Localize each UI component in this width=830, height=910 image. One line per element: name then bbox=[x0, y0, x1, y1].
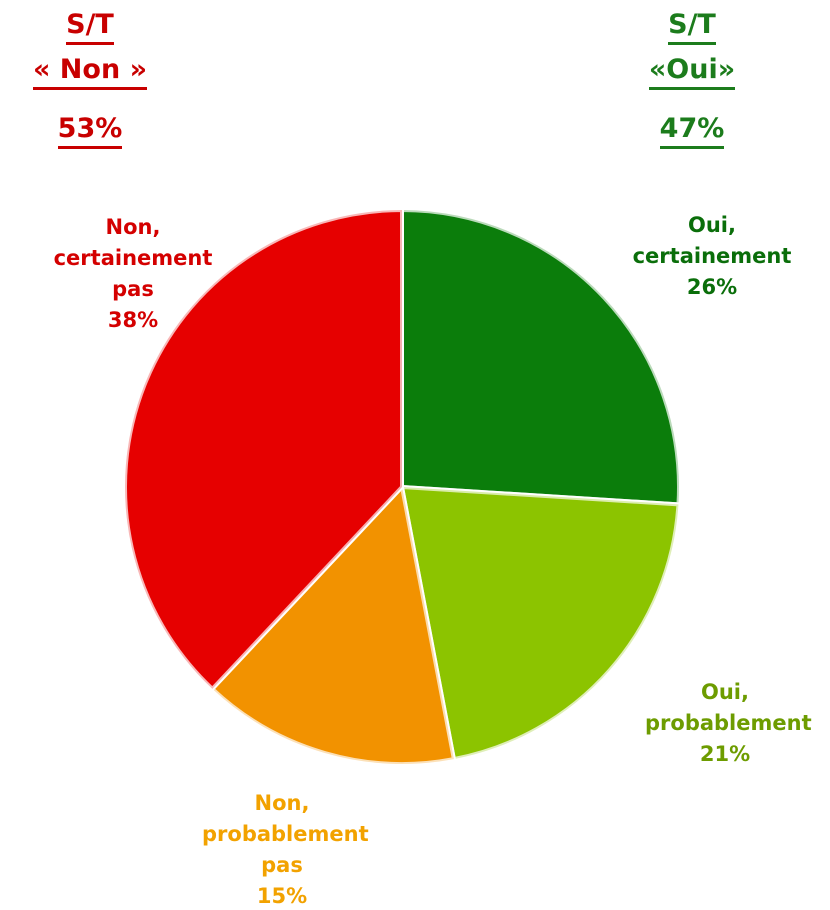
subtotal-title: S/T bbox=[66, 8, 114, 45]
value-label: 21% bbox=[699, 742, 751, 766]
category-label: Oui, certainement bbox=[632, 213, 792, 268]
value-label: 15% bbox=[256, 884, 308, 908]
category-label: Oui, probablement bbox=[645, 680, 812, 735]
slice-label: Non, certainement pas 38% bbox=[38, 212, 228, 336]
subtotal: S/T « Non » 53% bbox=[0, 8, 180, 157]
slice-label: Non, probablement pas 15% bbox=[187, 788, 377, 910]
subtotal-label: « Non » bbox=[32, 53, 148, 90]
slice-shade bbox=[402, 210, 680, 505]
subtotal-value: 53% bbox=[57, 112, 123, 149]
slice-shade bbox=[212, 487, 454, 764]
slice-shade bbox=[402, 487, 679, 760]
slice-shade bbox=[125, 209, 403, 689]
category-label: Non, probablement pas bbox=[202, 791, 369, 877]
value-label: 38% bbox=[107, 308, 159, 332]
category-label: Non, certainement pas bbox=[53, 215, 213, 301]
subtotal-value: 47% bbox=[659, 112, 725, 149]
slice-label: Oui, certainement 26% bbox=[617, 210, 807, 303]
subtotal-label: «Oui» bbox=[648, 53, 736, 90]
subtotal: S/T «Oui» 47% bbox=[602, 8, 782, 157]
slice-label: Oui, probablement 21% bbox=[630, 677, 820, 770]
subtotal-title: S/T bbox=[668, 8, 716, 45]
value-label: 26% bbox=[686, 275, 738, 299]
